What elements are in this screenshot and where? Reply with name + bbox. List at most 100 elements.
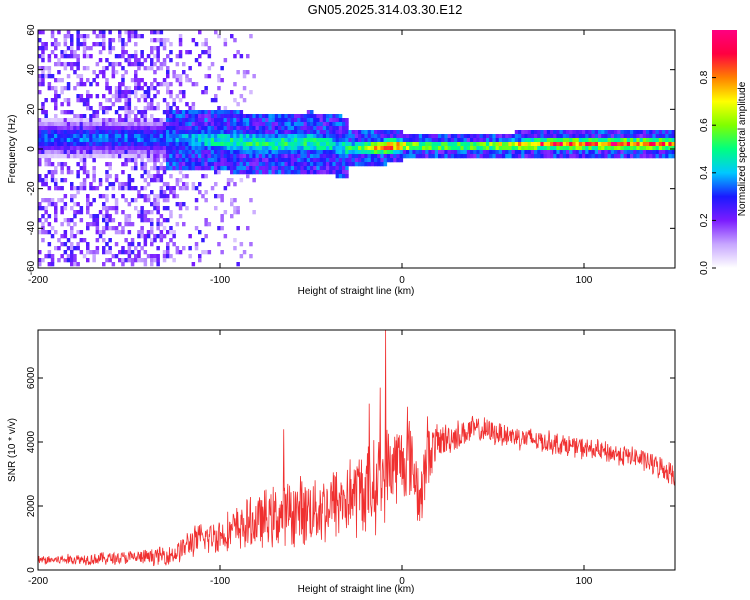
heatmap-cell xyxy=(63,242,68,247)
heatmap-cell xyxy=(201,126,205,131)
heatmap-cell xyxy=(156,158,160,163)
heatmap-cell xyxy=(604,154,608,159)
heatmap-cell xyxy=(246,54,250,59)
heatmap-cell xyxy=(271,158,276,163)
heatmap-cell xyxy=(230,114,234,119)
heatmap-cell xyxy=(335,142,340,147)
heatmap-cell xyxy=(239,166,244,171)
heatmap-cell xyxy=(614,154,618,159)
heatmap-cell xyxy=(374,142,378,147)
colorbar-gradient xyxy=(712,30,737,268)
heatmap-cell xyxy=(169,150,173,155)
heatmap-cell xyxy=(124,186,128,191)
heatmap-cell xyxy=(204,218,208,223)
heatmap-cell xyxy=(182,110,186,115)
heatmap-cell xyxy=(182,122,186,127)
heatmap-cell xyxy=(178,50,183,55)
heatmap-cell xyxy=(47,54,52,59)
y-tick-label: 60 xyxy=(26,24,37,36)
heatmap-cell xyxy=(591,142,596,147)
heatmap-cell xyxy=(588,150,592,155)
heatmap-cell xyxy=(124,118,128,123)
heatmap-cell xyxy=(438,142,442,147)
x-tick-label: 0 xyxy=(399,275,405,286)
heatmap-cell xyxy=(95,118,100,123)
heatmap-cell xyxy=(127,138,132,143)
heatmap-cell xyxy=(166,162,170,167)
heatmap-cell xyxy=(380,150,384,155)
heatmap-cell xyxy=(146,234,151,239)
heatmap-cell xyxy=(230,202,234,207)
heatmap-cell xyxy=(114,146,119,151)
heatmap-cell xyxy=(265,154,269,159)
heatmap-cell xyxy=(114,62,119,67)
heatmap-cell xyxy=(54,134,58,139)
heatmap-cell xyxy=(633,134,637,139)
heatmap-cell xyxy=(306,154,311,159)
heatmap-cell xyxy=(134,146,138,151)
heatmap-cell xyxy=(316,166,320,171)
heatmap-cell xyxy=(121,230,125,235)
heatmap-cell xyxy=(127,34,132,39)
heatmap-cell xyxy=(111,254,116,259)
heatmap-cell xyxy=(418,138,423,143)
heatmap-cell xyxy=(153,258,157,263)
heatmap-cell xyxy=(521,146,525,151)
heatmap-cell xyxy=(383,150,388,155)
heatmap-cell xyxy=(220,130,224,135)
heatmap-cell xyxy=(114,198,119,203)
heatmap-cell xyxy=(194,158,199,163)
heatmap-cell xyxy=(278,130,282,135)
heatmap-cell xyxy=(300,134,304,139)
heatmap-cell xyxy=(498,150,503,155)
heatmap-cell xyxy=(124,238,128,243)
heatmap-cell xyxy=(297,118,301,123)
heatmap-cell xyxy=(265,114,269,119)
heatmap-cell xyxy=(636,154,640,159)
heatmap-cell xyxy=(220,138,224,143)
heatmap-cell xyxy=(310,170,314,175)
heatmap-cell xyxy=(268,166,272,171)
heatmap-cell xyxy=(470,150,474,155)
heatmap-cell xyxy=(598,146,602,151)
heatmap-cell xyxy=(338,146,343,151)
heatmap-cell xyxy=(98,126,103,131)
heatmap-cell xyxy=(460,146,464,151)
heatmap-cell xyxy=(127,58,132,63)
heatmap-cell xyxy=(127,158,132,163)
heatmap-cell xyxy=(521,154,525,159)
heatmap-cell xyxy=(124,30,128,35)
heatmap-cell xyxy=(406,146,410,151)
heatmap-cell xyxy=(258,138,263,143)
heatmap-cell xyxy=(118,146,122,151)
heatmap-cell xyxy=(70,122,74,127)
heatmap-cell xyxy=(553,150,557,155)
heatmap-cell xyxy=(169,130,173,135)
heatmap-cell xyxy=(655,138,660,143)
heatmap-cell xyxy=(108,162,112,167)
heatmap-cell xyxy=(374,138,378,143)
heatmap-cell xyxy=(60,146,64,151)
heatmap-cell xyxy=(44,174,48,179)
heatmap-cell xyxy=(204,122,208,127)
heatmap-cell xyxy=(294,118,298,123)
heatmap-cell xyxy=(156,258,160,263)
heatmap-cell xyxy=(124,98,128,103)
heatmap-cell xyxy=(38,126,42,131)
heatmap-cell xyxy=(63,202,68,207)
heatmap-cell xyxy=(60,126,64,131)
heatmap-cell xyxy=(514,134,519,139)
heatmap-cell xyxy=(86,258,90,263)
heatmap-cell xyxy=(79,158,84,163)
heatmap-cell xyxy=(118,186,122,191)
heatmap-cell xyxy=(636,150,640,155)
heatmap-cell xyxy=(86,98,90,103)
heatmap-cell xyxy=(498,138,503,143)
heatmap-cell xyxy=(297,142,301,147)
heatmap-cell xyxy=(162,118,167,123)
heatmap-cell xyxy=(380,142,384,147)
heatmap-cell xyxy=(175,150,180,155)
heatmap-cell xyxy=(630,146,634,151)
heatmap-cell xyxy=(156,82,160,87)
heatmap-cell xyxy=(159,146,164,151)
